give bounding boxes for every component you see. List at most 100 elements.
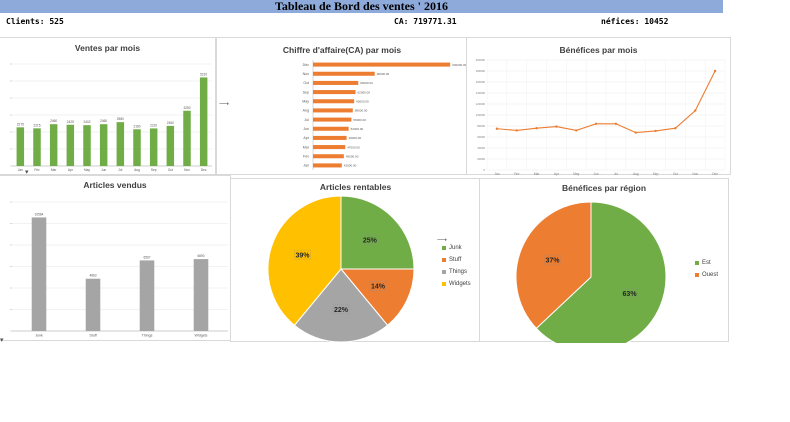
bar-jun bbox=[313, 126, 349, 131]
data-label: 3250 bbox=[183, 106, 190, 110]
data-label: 62000.00 bbox=[358, 90, 371, 94]
y-tick-label: Aug bbox=[303, 109, 309, 113]
data-label: 56000.00 bbox=[353, 118, 366, 122]
point-sep bbox=[654, 129, 657, 133]
y-tick-label: 100000 bbox=[476, 113, 486, 117]
x-tick-label: Junk bbox=[35, 334, 43, 338]
benefices-chart-title: Bénéfices par mois bbox=[559, 45, 638, 55]
legend-item-stuff: Stuff bbox=[442, 254, 471, 266]
data-label: 2210 bbox=[150, 123, 157, 127]
data-label: 47000.00 bbox=[347, 145, 360, 149]
data-label: 14% bbox=[371, 284, 386, 291]
legend-label: Junk bbox=[449, 245, 462, 251]
bar-sep bbox=[149, 128, 158, 166]
y-tick-label: Jul bbox=[304, 118, 309, 122]
bar-things bbox=[139, 260, 155, 331]
dashboard-title: Tableau de Bord des ventes ' 2016 bbox=[0, 0, 723, 13]
bar-apr bbox=[66, 124, 75, 166]
x-tick-label: May bbox=[573, 172, 579, 176]
region-chart-panel[interactable]: Bénéfices par région 63% 37% Est Ouest bbox=[479, 178, 729, 343]
ca-chart-panel[interactable]: Chiffre d'affaire(CA) par mois Déc 200000… bbox=[216, 37, 468, 175]
x-tick-label: Dec bbox=[201, 168, 207, 172]
data-label: 25% bbox=[363, 237, 378, 244]
region-legend: Est Ouest bbox=[695, 257, 718, 281]
y-tick-label: Mar bbox=[303, 145, 310, 149]
bar-jul bbox=[116, 122, 125, 166]
x-tick-label: Nov bbox=[692, 172, 698, 176]
x-tick-label: Jan bbox=[494, 172, 499, 176]
rentables-chart-title: Articles rentables bbox=[319, 182, 392, 192]
y-tick-label: 140000 bbox=[476, 91, 486, 95]
x-tick-label: Apr bbox=[68, 168, 74, 172]
y-tick-label: Jan bbox=[303, 164, 309, 168]
x-tick-label: Apr bbox=[554, 172, 560, 176]
x-tick-label: Fév bbox=[34, 168, 40, 172]
x-tick-label: Aug bbox=[633, 172, 639, 176]
data-label: 37% bbox=[545, 258, 560, 265]
point-apr bbox=[555, 125, 558, 128]
bar-oct bbox=[166, 125, 175, 166]
dropdown-arrow-icon: ▾ bbox=[25, 169, 29, 176]
data-label: 2460 bbox=[100, 119, 107, 123]
dropdown-arrow-icon: ▾ bbox=[0, 337, 4, 344]
bar-aug bbox=[133, 129, 141, 166]
data-label: 49000.00 bbox=[349, 136, 362, 140]
articles-chart-panel[interactable]: Articles vendus 10564 Junk 4863 Stuff 6567 Th… bbox=[0, 175, 231, 341]
articles-chart: 10564 Junk 4863 Stuff 6567 Things 6690 Widgets bbox=[10, 201, 228, 338]
bar-fév bbox=[313, 154, 344, 159]
connector-arrow-icon: ⟶ bbox=[219, 101, 230, 108]
point-jun bbox=[594, 122, 598, 126]
ca-chart: Déc 200000.00 Nov 90000.00 Oct 66000.00 Sep 620… bbox=[302, 60, 467, 170]
slice-widgets bbox=[267, 195, 342, 326]
benefices-line bbox=[496, 70, 716, 134]
point-oct bbox=[674, 127, 677, 130]
point-jan bbox=[495, 127, 499, 130]
ventes-chart-panel[interactable]: Ventes par mois 2275 Jan 2215 Fév 2460 Mar 242… bbox=[0, 37, 216, 175]
x-tick-label: Stuff bbox=[89, 334, 96, 338]
slice-things bbox=[293, 268, 389, 343]
data-label: 42000.00 bbox=[344, 164, 357, 168]
y-tick-label: May bbox=[302, 100, 309, 104]
bar-fév bbox=[33, 128, 41, 166]
region-chart-title: Bénéfices par région bbox=[561, 183, 647, 193]
rentables-chart-panel[interactable]: Articles rentables 25% 14% 22% 39% Junk Stu… bbox=[230, 178, 481, 343]
kpi-ca: CA: 719771.31 bbox=[394, 17, 457, 26]
bar-junk bbox=[31, 217, 47, 331]
rentables-legend: Junk Stuff Things Widgets bbox=[442, 242, 471, 290]
data-label: 2275 bbox=[17, 122, 24, 126]
bar-sep bbox=[313, 90, 356, 95]
data-label: 6567 bbox=[143, 255, 150, 259]
data-label: 2360 bbox=[167, 121, 174, 125]
bar-widgets bbox=[193, 259, 209, 331]
rentables-chart: 25% 14% 22% 39% bbox=[267, 195, 415, 343]
y-tick-label: Déc bbox=[303, 63, 310, 67]
legend-item-est: Est bbox=[695, 257, 718, 269]
legend-item-junk: Junk bbox=[442, 242, 471, 254]
x-tick-label: Sep bbox=[151, 168, 157, 172]
legend-label: Things bbox=[449, 269, 468, 275]
x-tick-label: Aug bbox=[134, 168, 140, 172]
bar-jun bbox=[99, 124, 108, 166]
benefices-chart-panel[interactable]: Bénéfices par mois 0 20000 40000 60000 80000… bbox=[466, 37, 731, 176]
bar-jan bbox=[313, 163, 342, 168]
data-label: 2460 bbox=[50, 119, 57, 123]
bar-jul bbox=[313, 117, 352, 122]
bar-aug bbox=[313, 108, 353, 113]
y-tick-label: 60000 bbox=[477, 135, 485, 139]
x-tick-label: Fév bbox=[514, 172, 520, 176]
y-tick-label: 80000 bbox=[477, 124, 485, 128]
data-label: 6690 bbox=[197, 254, 204, 258]
y-tick-label: Apr bbox=[303, 136, 309, 140]
point-déc bbox=[713, 69, 717, 73]
x-tick-label: Sep bbox=[653, 172, 659, 176]
data-label: 45000.00 bbox=[346, 154, 359, 158]
legend-label: Stuff bbox=[449, 257, 462, 263]
data-label-box bbox=[294, 249, 311, 260]
data-label: 2215 bbox=[33, 123, 40, 127]
bar-mar bbox=[313, 145, 346, 150]
point-fév bbox=[515, 129, 518, 132]
data-label-box bbox=[621, 288, 638, 298]
bar-nov bbox=[183, 110, 191, 166]
bar-déc bbox=[313, 62, 451, 67]
connector-arrow-icon: ⟶ bbox=[437, 237, 448, 244]
